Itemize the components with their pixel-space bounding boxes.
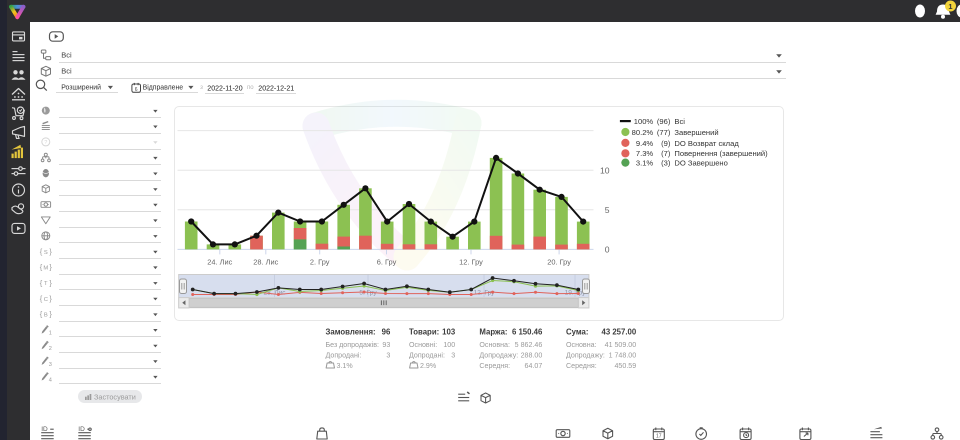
- svg-text:Розширений: Розширений: [61, 83, 101, 91]
- svg-text:17: 17: [656, 434, 662, 440]
- svg-text:{: {: [40, 247, 43, 256]
- svg-text:3: 3: [386, 351, 390, 359]
- svg-text:}: }: [49, 294, 52, 303]
- svg-text:Всі: Всі: [61, 66, 72, 75]
- svg-text:Основні:: Основні:: [409, 341, 437, 349]
- svg-text:450.59: 450.59: [614, 362, 636, 370]
- svg-text:5 862.46: 5 862.46: [515, 341, 543, 349]
- svg-text:Застосувати: Застосувати: [94, 392, 136, 401]
- svg-text:28. Лис: 28. Лис: [264, 289, 287, 296]
- svg-text:0: 0: [605, 245, 610, 255]
- svg-text:93: 93: [382, 341, 390, 349]
- svg-text:Допродажу:: Допродажу:: [479, 351, 518, 359]
- svg-text:T: T: [44, 281, 48, 287]
- svg-text:{: {: [40, 263, 43, 272]
- svg-text:100%: 100%: [634, 117, 654, 126]
- svg-text:3.1%: 3.1%: [636, 159, 654, 168]
- svg-text:(77): (77): [657, 128, 671, 137]
- svg-text:(3): (3): [661, 159, 671, 168]
- svg-text:6: 6: [135, 87, 138, 93]
- svg-text:Товари:: Товари:: [409, 327, 439, 336]
- svg-text:64.07: 64.07: [525, 362, 543, 370]
- svg-text:Допродажу:: Допродажу:: [566, 351, 605, 359]
- svg-text:C: C: [44, 297, 48, 303]
- svg-text:80.2%: 80.2%: [632, 128, 654, 137]
- svg-text:6 150.46: 6 150.46: [512, 327, 543, 336]
- svg-text:28. Лис: 28. Лис: [253, 258, 278, 267]
- svg-text:1 748.00: 1 748.00: [609, 351, 637, 359]
- svg-text:Замовлення:: Замовлення:: [326, 327, 376, 336]
- svg-text:(9): (9): [661, 139, 671, 148]
- svg-text:з: з: [200, 85, 203, 91]
- svg-text:M: M: [43, 266, 48, 272]
- svg-text:5: 5: [605, 205, 610, 215]
- svg-text:2022-11-20: 2022-11-20: [207, 85, 242, 92]
- svg-text:}: }: [49, 247, 52, 256]
- svg-text:2: 2: [49, 346, 52, 352]
- svg-text:2.9%: 2.9%: [420, 362, 437, 370]
- svg-text:Середня:: Середня:: [566, 362, 597, 370]
- svg-text:41 509.00: 41 509.00: [605, 341, 637, 349]
- svg-text:Відправлене: Відправлене: [143, 83, 184, 91]
- svg-text:96: 96: [382, 327, 391, 336]
- svg-text:Основна:: Основна:: [566, 341, 597, 349]
- svg-text:10: 10: [600, 165, 610, 175]
- svg-text:?: ?: [44, 140, 47, 146]
- svg-text:Допродані:: Допродані:: [409, 351, 445, 359]
- svg-text:Основна:: Основна:: [479, 341, 510, 349]
- svg-text:Допродані:: Допродані:: [326, 351, 362, 359]
- svg-text:Маржа:: Маржа:: [479, 327, 507, 336]
- svg-text:4: 4: [49, 377, 52, 383]
- svg-text:}: }: [49, 263, 52, 272]
- svg-text:6. Гру: 6. Гру: [377, 258, 397, 267]
- svg-text:12. Гру: 12. Гру: [459, 258, 483, 267]
- svg-text:19. Гру: 19. Гру: [565, 289, 587, 296]
- svg-text:20. Гру: 20. Гру: [547, 258, 571, 267]
- svg-text:{: {: [40, 294, 43, 303]
- svg-text:100: 100: [443, 341, 455, 349]
- svg-text:по: по: [247, 85, 254, 91]
- svg-text:9.4%: 9.4%: [636, 139, 654, 148]
- svg-text:Повернення (завершений): Повернення (завершений): [674, 149, 768, 158]
- svg-text:{: {: [40, 310, 43, 319]
- svg-text:DO Завершено: DO Завершено: [674, 159, 727, 168]
- svg-text:}: }: [49, 310, 52, 319]
- svg-text:3: 3: [451, 351, 455, 359]
- svg-text:}: }: [49, 278, 52, 287]
- svg-text:B: B: [44, 312, 48, 318]
- svg-text:ID: ID: [41, 426, 48, 433]
- svg-text:7.3%: 7.3%: [636, 149, 654, 158]
- svg-text:103: 103: [442, 327, 456, 336]
- svg-text:1: 1: [948, 2, 952, 11]
- svg-text:43 257.00: 43 257.00: [602, 327, 637, 336]
- svg-text:ID: ID: [78, 426, 85, 433]
- svg-text:1: 1: [49, 331, 52, 337]
- svg-text:2. Гру: 2. Гру: [310, 258, 330, 267]
- svg-text:Без допродажів:: Без допродажів:: [326, 341, 380, 349]
- svg-text:(7): (7): [661, 149, 671, 158]
- svg-text:3.1%: 3.1%: [337, 362, 354, 370]
- svg-text:(96): (96): [657, 117, 671, 126]
- svg-text:2022-12-21: 2022-12-21: [258, 85, 294, 92]
- svg-text:Середня:: Середня:: [479, 362, 510, 370]
- svg-text:Всі: Всі: [674, 117, 685, 126]
- svg-text:Завершений: Завершений: [674, 128, 718, 137]
- svg-text:24. Лис: 24. Лис: [207, 258, 232, 267]
- svg-text:DO Возврат склад: DO Возврат склад: [674, 139, 739, 148]
- svg-text:Сума:: Сума:: [566, 327, 588, 336]
- svg-text:3: 3: [49, 362, 52, 368]
- svg-text:288.00: 288.00: [521, 351, 543, 359]
- svg-text:S: S: [44, 250, 48, 256]
- svg-text:Всі: Всі: [61, 51, 72, 60]
- svg-text:{: {: [40, 278, 43, 287]
